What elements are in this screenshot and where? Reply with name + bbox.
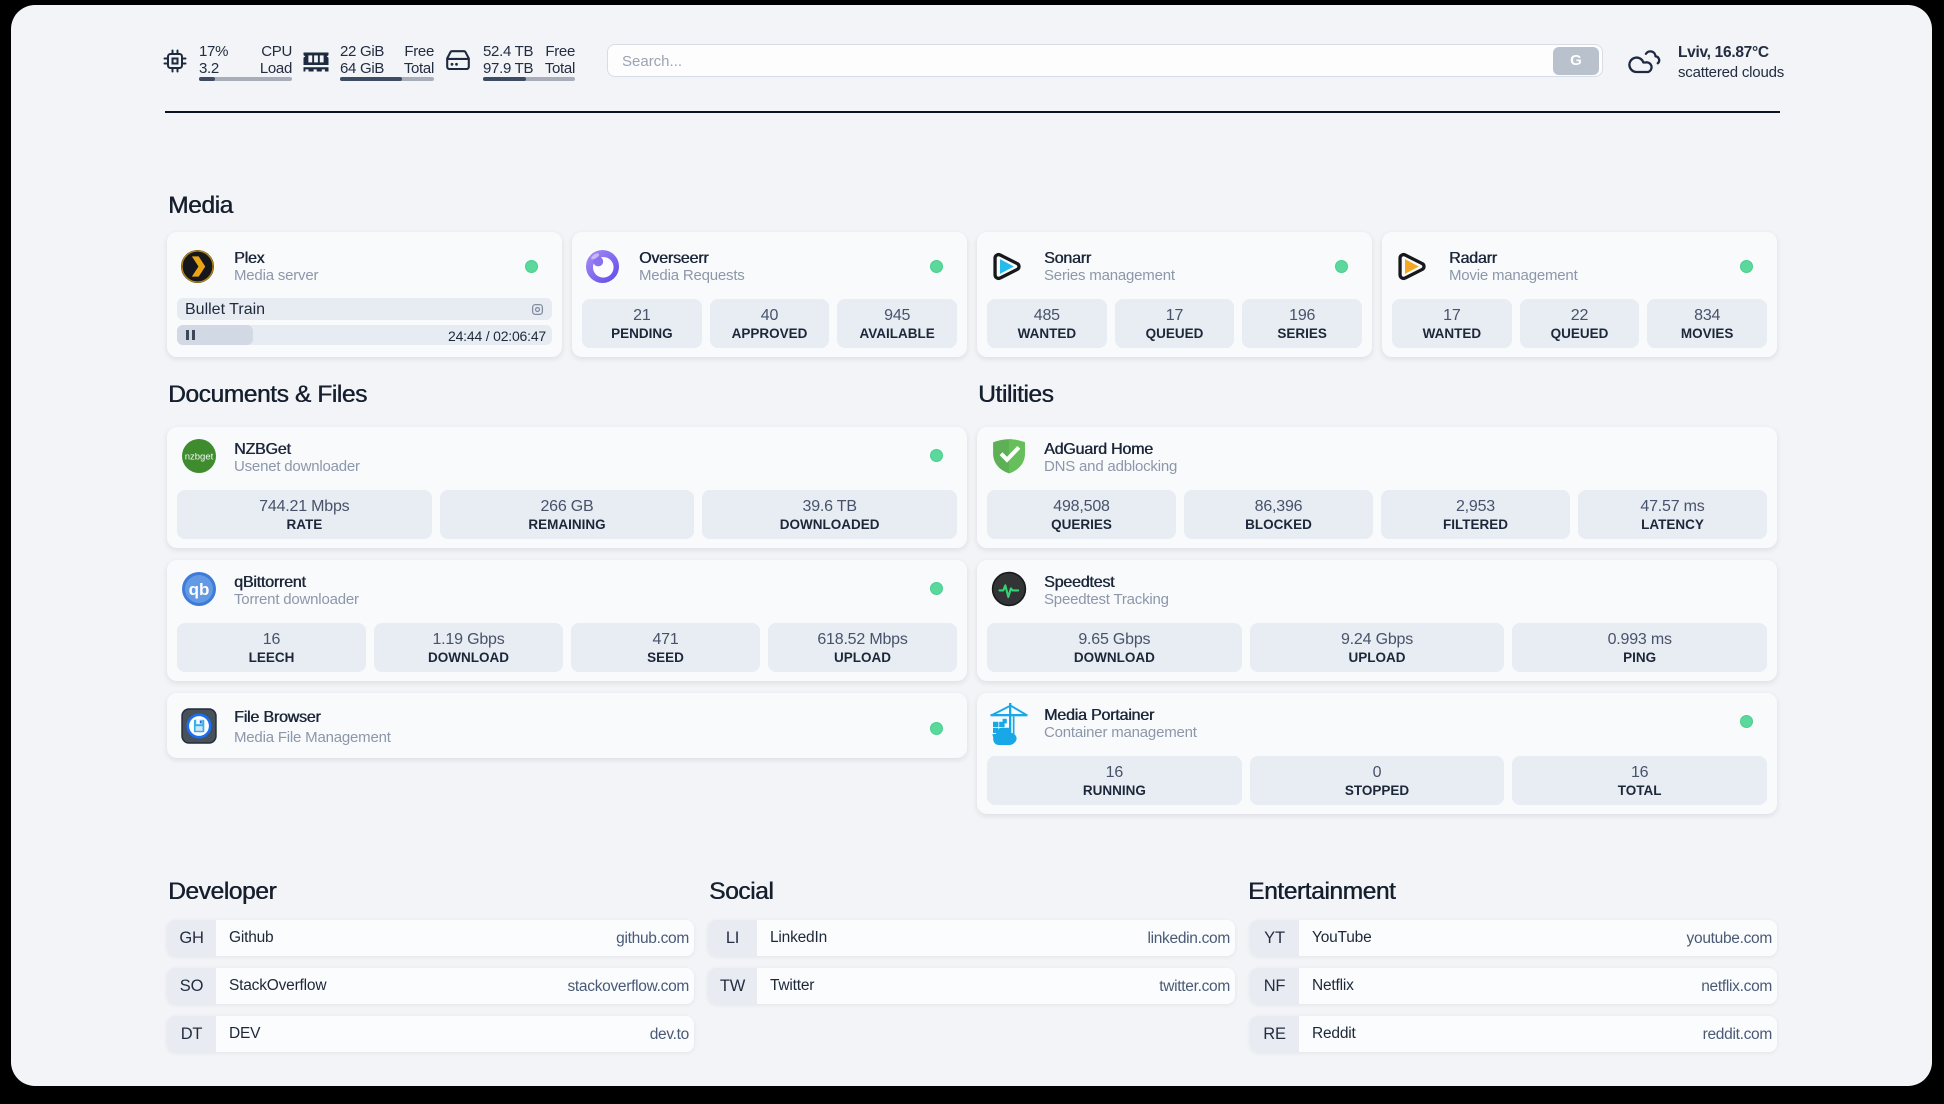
svg-text:nzbget: nzbget <box>185 452 214 463</box>
svg-text:qb: qb <box>189 580 210 599</box>
